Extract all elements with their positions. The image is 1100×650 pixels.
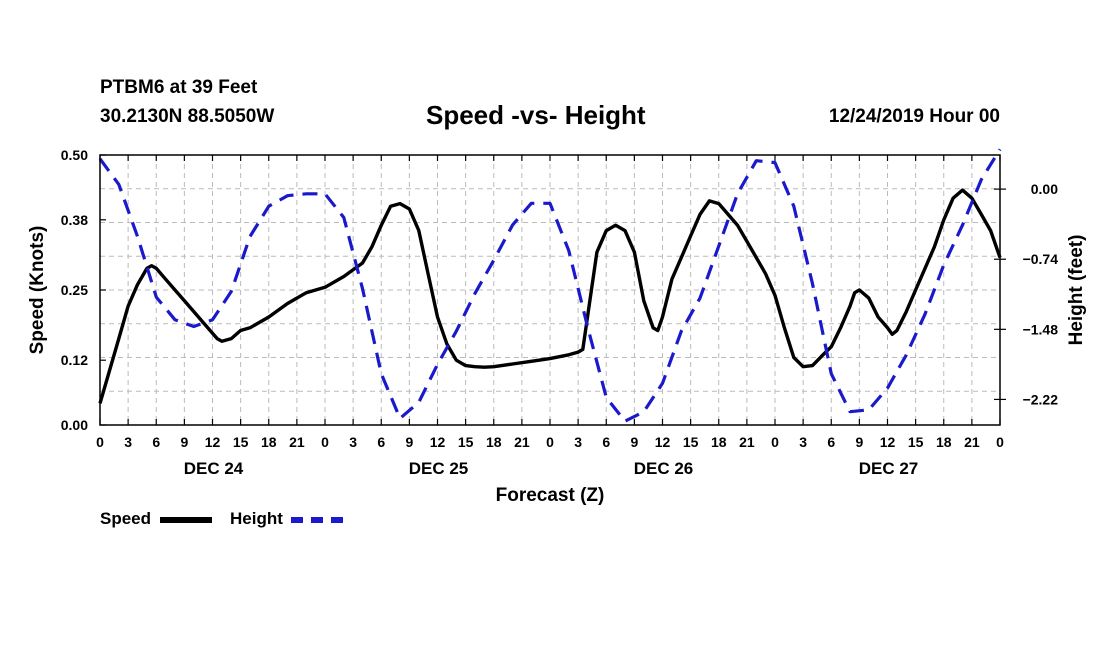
day-label: DEC 27: [859, 459, 919, 478]
legend-speed-swatch: [160, 517, 212, 523]
x-tick-label: 21: [289, 434, 305, 450]
y-tick-label: 0.38: [61, 212, 88, 228]
y2-tick-label: 0.00: [1031, 181, 1058, 197]
legend-height-swatch: [291, 517, 343, 523]
x-tick-label: 21: [739, 434, 755, 450]
series-layer: [98, 148, 1002, 423]
x-tick-label: 18: [261, 434, 277, 450]
x-tick-label: 3: [349, 434, 357, 450]
speed-series-line: [98, 188, 1002, 404]
y-tick-label: 0.50: [61, 147, 88, 163]
x-tick-label: 0: [96, 434, 104, 450]
station-coordinates: 30.2130N 88.5050W: [100, 106, 275, 127]
x-tick-label: 12: [205, 434, 221, 450]
x-tick-label: 15: [233, 434, 249, 450]
day-label: DEC 26: [634, 459, 694, 478]
x-tick-label: 15: [458, 434, 474, 450]
x-tick-label: 18: [486, 434, 502, 450]
y-tick-label: 0.12: [61, 352, 88, 368]
x-tick-label: 15: [908, 434, 924, 450]
x-tick-label: 21: [514, 434, 530, 450]
day-label: DEC 24: [184, 459, 244, 478]
x-tick-label: 12: [430, 434, 446, 450]
x-tick-label: 6: [602, 434, 610, 450]
x-tick-label: 15: [683, 434, 699, 450]
x-tick-label: 9: [405, 434, 413, 450]
x-tick-label: 0: [546, 434, 554, 450]
y2-tick-label: −1.48: [1023, 321, 1059, 337]
day-label: DEC 25: [409, 459, 469, 478]
x-tick-label: 0: [771, 434, 779, 450]
height-series-line: [98, 148, 1002, 423]
x-tick-label: 6: [152, 434, 160, 450]
grid-lines: [99, 155, 1001, 425]
x-tick-label: 6: [827, 434, 835, 450]
chart-title: Speed -vs- Height: [426, 100, 646, 130]
y-tick-label: 0.00: [61, 417, 88, 433]
y2-tick-label: −0.74: [1023, 251, 1059, 267]
x-tick-label: 6: [377, 434, 385, 450]
station-title: PTBM6 at 39 Feet: [100, 77, 258, 98]
x-tick-label: 9: [630, 434, 638, 450]
x-axis-title: Forecast (Z): [496, 485, 605, 506]
x-tick-label: 21: [964, 434, 980, 450]
legend-speed-label: Speed: [100, 509, 152, 528]
x-tick-label: 0: [321, 434, 329, 450]
forecast-timestamp: 12/24/2019 Hour 00: [828, 106, 1000, 127]
y-axis-title: Speed (Knots): [27, 226, 48, 355]
x-tick-label: 12: [880, 434, 896, 450]
x-tick-label: 12: [655, 434, 671, 450]
legend-height-label: Height: [230, 509, 283, 528]
x-tick-label: 9: [855, 434, 863, 450]
y2-tick-label: −2.22: [1023, 391, 1059, 407]
x-tick-label: 18: [711, 434, 727, 450]
x-tick-label: 3: [574, 434, 582, 450]
axis-labels: 0 3 6 9 12 15 18 21 0 3 6 9 12 15 18 21 0 3 6 9 12 15 18 21 0 3 6 9…: [27, 147, 1087, 506]
tick-marks: [99, 154, 1006, 426]
x-tick-label: 0: [996, 434, 1004, 450]
x-tick-label: 3: [799, 434, 807, 450]
x-tick-label: 3: [124, 434, 132, 450]
y-tick-label: 0.25: [61, 282, 88, 298]
x-tick-label: 9: [180, 434, 188, 450]
y2-axis-title: Height (feet): [1066, 235, 1087, 346]
x-tick-label: 18: [936, 434, 952, 450]
